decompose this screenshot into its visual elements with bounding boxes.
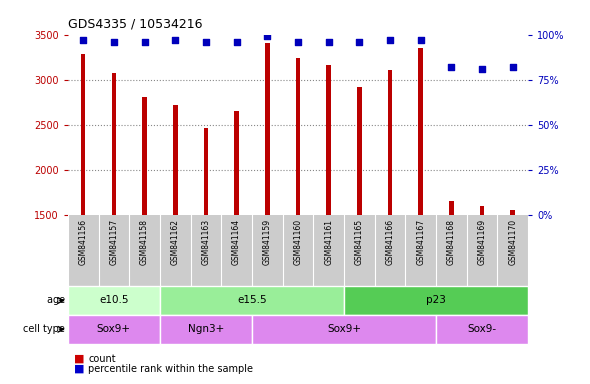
Point: [78, 37, 88, 43]
Bar: [436, 315, 528, 344]
Bar: [142, 97, 147, 215]
Point: [447, 64, 456, 70]
Point: [385, 37, 395, 43]
Bar: [252, 315, 436, 344]
Bar: [68, 286, 160, 315]
Bar: [357, 87, 362, 215]
Bar: [296, 58, 300, 215]
Text: GSM841162: GSM841162: [171, 218, 180, 265]
Text: GDS4335 / 10534216: GDS4335 / 10534216: [68, 18, 202, 31]
Text: GSM841168: GSM841168: [447, 218, 456, 265]
Bar: [449, 200, 454, 215]
Bar: [388, 70, 392, 215]
Text: GSM841160: GSM841160: [293, 218, 303, 265]
Point: [109, 39, 119, 45]
Bar: [112, 73, 116, 215]
Text: e10.5: e10.5: [99, 295, 129, 306]
Point: [416, 37, 425, 43]
Text: GSM841170: GSM841170: [508, 218, 517, 265]
Text: ■: ■: [74, 354, 84, 364]
Text: GSM841161: GSM841161: [324, 218, 333, 265]
Bar: [173, 105, 178, 215]
Point: [508, 64, 517, 70]
Bar: [204, 128, 208, 215]
Bar: [265, 43, 270, 215]
Point: [324, 39, 333, 45]
Text: Sox9-: Sox9-: [467, 324, 497, 334]
Bar: [418, 48, 423, 215]
Text: ■: ■: [74, 364, 84, 374]
Text: count: count: [88, 354, 116, 364]
Bar: [480, 206, 484, 215]
Text: p23: p23: [426, 295, 446, 306]
Text: GSM841164: GSM841164: [232, 218, 241, 265]
Text: GSM841158: GSM841158: [140, 218, 149, 265]
Text: GSM841165: GSM841165: [355, 218, 364, 265]
Bar: [81, 53, 86, 215]
Point: [477, 66, 487, 72]
Bar: [510, 210, 515, 215]
Text: GSM841169: GSM841169: [477, 218, 487, 265]
Point: [263, 33, 272, 40]
Text: Sox9+: Sox9+: [327, 324, 361, 334]
Point: [355, 39, 364, 45]
Text: GSM841166: GSM841166: [385, 218, 395, 265]
Bar: [160, 315, 252, 344]
Text: age: age: [47, 295, 68, 306]
Text: Sox9+: Sox9+: [97, 324, 131, 334]
Text: GSM841157: GSM841157: [109, 218, 119, 265]
Text: GSM841163: GSM841163: [201, 218, 211, 265]
Bar: [326, 65, 331, 215]
Bar: [68, 315, 160, 344]
Point: [232, 39, 241, 45]
Text: percentile rank within the sample: percentile rank within the sample: [88, 364, 254, 374]
Text: Ngn3+: Ngn3+: [188, 324, 224, 334]
Bar: [344, 286, 528, 315]
Bar: [160, 286, 344, 315]
Text: GSM841156: GSM841156: [78, 218, 88, 265]
Text: cell type: cell type: [23, 324, 68, 334]
Text: e15.5: e15.5: [237, 295, 267, 306]
Bar: [234, 111, 239, 215]
Point: [293, 39, 303, 45]
Text: GSM841167: GSM841167: [416, 218, 425, 265]
Point: [171, 37, 180, 43]
Point: [201, 39, 211, 45]
Point: [140, 39, 149, 45]
Text: GSM841159: GSM841159: [263, 218, 272, 265]
